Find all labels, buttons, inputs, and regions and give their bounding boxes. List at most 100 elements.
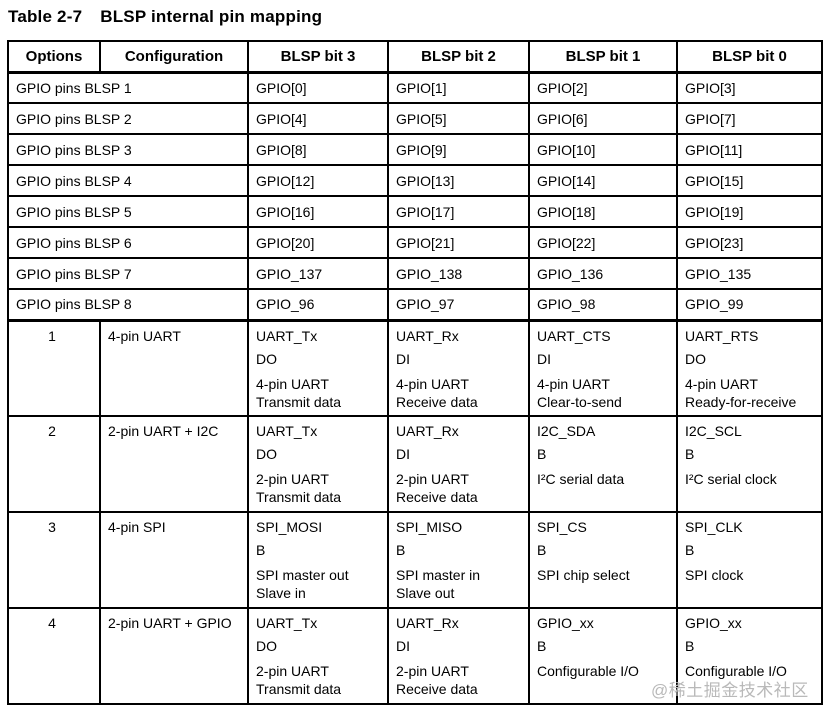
pin-direction: DI — [396, 638, 410, 654]
gpio-pin-cell: GPIO[4] — [247, 102, 389, 135]
pin-description: 4-pin UART Receive data — [396, 375, 478, 410]
pin-function-cell: UART_Rx DI 2-pin UART Receive data — [387, 607, 530, 705]
gpio-pin-cell: GPIO[16] — [247, 195, 389, 228]
pin-direction: DO — [256, 350, 277, 367]
table-row-gpio-blsp-1: GPIO pins BLSP 1 GPIO[0] GPIO[1] GPIO[2]… — [7, 71, 823, 104]
pin-description: SPI master in Slave out — [396, 567, 481, 601]
option-number: 1 — [7, 318, 101, 417]
table-number: Table 2-7 — [8, 7, 83, 26]
pin-description: Configurable I/O — [685, 663, 787, 679]
gpio-row-label: GPIO pins BLSP 2 — [7, 102, 249, 135]
gpio-pin-cell: GPIO[9] — [387, 133, 530, 166]
pin-name: GPIO_xx — [685, 615, 742, 631]
gpio-row-label: GPIO pins BLSP 3 — [7, 133, 249, 166]
pin-description: 2-pin UART Transmit data — [256, 471, 342, 505]
pin-direction: B — [685, 446, 695, 462]
pin-description: 4-pin UART Transmit data — [256, 375, 342, 410]
gpio-pin-cell: GPIO_136 — [528, 257, 678, 290]
page-title: BLSP internal pin mapping — [100, 7, 323, 26]
gpio-pin-cell: GPIO[2] — [528, 71, 678, 104]
pin-name: SPI_MOSI — [256, 519, 323, 535]
gpio-pin-cell: GPIO[14] — [528, 164, 678, 197]
column-header-blsp-bit-2: BLSP bit 2 — [387, 40, 530, 74]
gpio-pin-cell: GPIO_99 — [676, 288, 823, 321]
pin-name: SPI_MISO — [396, 519, 463, 535]
table-row-gpio-blsp-4: GPIO pins BLSP 4 GPIO[12] GPIO[13] GPIO[… — [7, 164, 823, 197]
pin-direction: DI — [396, 350, 410, 367]
gpio-pin-cell: GPIO[8] — [247, 133, 389, 166]
gpio-pin-cell: GPIO[0] — [247, 71, 389, 104]
pin-name: I2C_SCL — [685, 423, 742, 439]
pin-name: UART_Tx — [256, 327, 318, 344]
gpio-pin-cell: GPIO_98 — [528, 288, 678, 321]
gpio-pin-cell: GPIO[15] — [676, 164, 823, 197]
pin-description: I²C serial data — [537, 471, 625, 487]
pin-description: 2-pin UART Transmit data — [256, 663, 342, 697]
option-number: 2 — [7, 415, 101, 513]
pin-name: I2C_SDA — [537, 423, 596, 439]
table-row-option-2: 2 2-pin UART + I2C UART_Tx DO 2-pin UART… — [7, 415, 823, 513]
pin-name: UART_Rx — [396, 615, 459, 631]
pin-function-cell: GPIO_xx B Configurable I/O — [528, 607, 678, 705]
pin-description: SPI clock — [685, 567, 744, 583]
gpio-row-label: GPIO pins BLSP 1 — [7, 71, 249, 104]
gpio-row-label: GPIO pins BLSP 5 — [7, 195, 249, 228]
table-row-gpio-blsp-3: GPIO pins BLSP 3 GPIO[8] GPIO[9] GPIO[10… — [7, 133, 823, 166]
gpio-pin-cell: GPIO[13] — [387, 164, 530, 197]
pin-function-cell: I2C_SDA B I²C serial data — [528, 415, 678, 513]
column-header-blsp-bit-0: BLSP bit 0 — [676, 40, 823, 74]
gpio-row-label: GPIO pins BLSP 6 — [7, 226, 249, 259]
option-configuration: 2-pin UART + GPIO — [99, 607, 249, 705]
pin-description: SPI master out Slave in — [256, 567, 349, 601]
table-row-option-3: 3 4-pin SPI SPI_MOSI B SPI master out Sl… — [7, 511, 823, 609]
pin-name: UART_Rx — [396, 327, 459, 344]
option-configuration: 2-pin UART + I2C — [99, 415, 249, 513]
pin-function-cell: UART_Rx DI 2-pin UART Receive data — [387, 415, 530, 513]
pin-direction: B — [396, 542, 406, 558]
pin-direction: DO — [685, 350, 706, 367]
gpio-pin-cell: GPIO[7] — [676, 102, 823, 135]
pin-description: I²C serial clock — [685, 471, 777, 487]
gpio-pin-cell: GPIO[5] — [387, 102, 530, 135]
gpio-pin-cell: GPIO[21] — [387, 226, 530, 259]
gpio-pin-cell: GPIO[17] — [387, 195, 530, 228]
pin-function-cell: I2C_SCL B I²C serial clock — [676, 415, 823, 513]
pin-function-cell: SPI_CS B SPI chip select — [528, 511, 678, 609]
gpio-pin-cell: GPIO[3] — [676, 71, 823, 104]
pin-direction: B — [537, 542, 547, 558]
pin-direction: B — [256, 542, 266, 558]
pin-function-cell: SPI_CLK B SPI clock — [676, 511, 823, 609]
pin-name: UART_Tx — [256, 423, 318, 439]
option-configuration: 4-pin UART — [99, 318, 249, 417]
blsp-pin-mapping-table: Options Configuration BLSP bit 3 BLSP bi… — [7, 40, 823, 705]
pin-description: SPI chip select — [537, 567, 630, 583]
gpio-pin-cell: GPIO_138 — [387, 257, 530, 290]
pin-direction: DI — [537, 350, 551, 367]
pin-direction: B — [537, 446, 547, 462]
pin-function-cell: UART_Tx DO 4-pin UART Transmit data — [247, 318, 389, 417]
gpio-pin-cell: GPIO[18] — [528, 195, 678, 228]
pin-function-cell: SPI_MOSI B SPI master out Slave in — [247, 511, 389, 609]
table-header-row: Options Configuration BLSP bit 3 BLSP bi… — [7, 40, 823, 74]
pin-description: Configurable I/O — [537, 663, 639, 679]
gpio-pin-cell: GPIO_96 — [247, 288, 389, 321]
pin-function-cell: UART_CTS DI 4-pin UART Clear-to-send — [528, 318, 678, 417]
pin-description: 4-pin UART Clear-to-send — [537, 375, 622, 410]
gpio-pin-cell: GPIO[12] — [247, 164, 389, 197]
gpio-pin-cell: GPIO[10] — [528, 133, 678, 166]
pin-description: 4-pin UART Ready-for-receive — [685, 375, 797, 410]
pin-function-cell: UART_Tx DO 2-pin UART Transmit data — [247, 415, 389, 513]
pin-name: SPI_CS — [537, 519, 587, 535]
table-row-gpio-blsp-8: GPIO pins BLSP 8 GPIO_96 GPIO_97 GPIO_98… — [7, 288, 823, 321]
table-row-gpio-blsp-2: GPIO pins BLSP 2 GPIO[4] GPIO[5] GPIO[6]… — [7, 102, 823, 135]
pin-direction: DO — [256, 446, 277, 462]
gpio-pin-cell: GPIO_137 — [247, 257, 389, 290]
gpio-pin-cell: GPIO[11] — [676, 133, 823, 166]
table-row-option-4: 4 2-pin UART + GPIO UART_Tx DO 2-pin UAR… — [7, 607, 823, 705]
gpio-pin-cell: GPIO[19] — [676, 195, 823, 228]
gpio-row-label: GPIO pins BLSP 4 — [7, 164, 249, 197]
pin-name: UART_Rx — [396, 423, 459, 439]
pin-description: 2-pin UART Receive data — [396, 471, 478, 505]
gpio-pin-cell: GPIO[23] — [676, 226, 823, 259]
pin-direction: B — [685, 542, 695, 558]
